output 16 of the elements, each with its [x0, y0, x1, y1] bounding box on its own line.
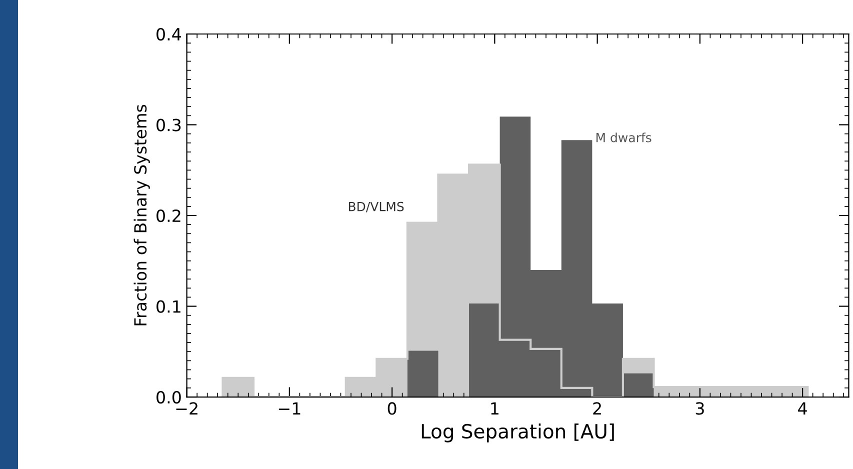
y-axis-title: Fraction of Binary Systems — [134, 104, 150, 326]
x-tick-label: 1 — [491, 402, 498, 415]
series-label: M dwarfs — [596, 132, 652, 142]
x-tick-label: 4 — [798, 402, 807, 415]
series-label: BD/VLMS — [348, 202, 404, 212]
y-tick-label: 0.1 — [156, 300, 180, 313]
y-tick-label: 0.2 — [156, 209, 180, 222]
x-tick-label: −2 — [176, 402, 198, 415]
x-tick-label: 3 — [696, 402, 704, 415]
y-tick-label: 0.4 — [156, 28, 182, 41]
x-tick-label: 2 — [593, 402, 601, 415]
x-tick-label: 0 — [388, 402, 396, 415]
x-tick-label: −1 — [278, 402, 300, 415]
x-axis-title: Log Separation [AU] — [422, 424, 614, 442]
y-tick-label: 0.3 — [156, 118, 181, 132]
y-tick-label: 0.0 — [156, 390, 181, 404]
